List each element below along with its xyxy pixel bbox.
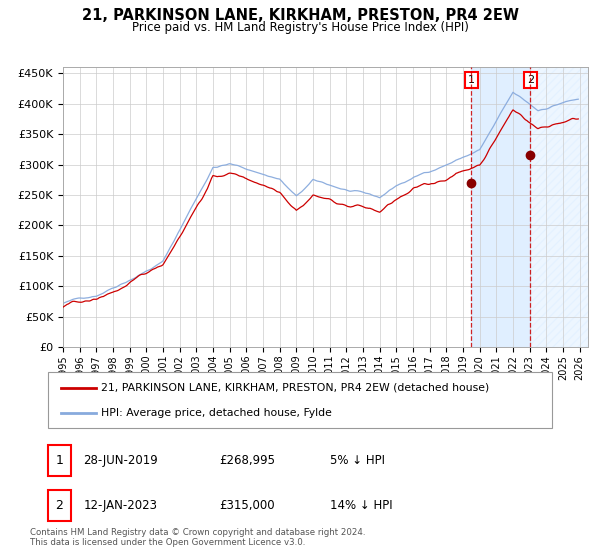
Text: 28-JUN-2019: 28-JUN-2019 [83, 454, 158, 467]
Text: Contains HM Land Registry data © Crown copyright and database right 2024.: Contains HM Land Registry data © Crown c… [30, 528, 365, 536]
Bar [48, 445, 71, 476]
Bar [48, 490, 71, 521]
Text: 21, PARKINSON LANE, KIRKHAM, PRESTON, PR4 2EW (detached house): 21, PARKINSON LANE, KIRKHAM, PRESTON, PR… [101, 382, 489, 393]
Text: 14% ↓ HPI: 14% ↓ HPI [330, 499, 393, 512]
Bar [472, 67, 530, 347]
Text: 5% ↓ HPI: 5% ↓ HPI [330, 454, 385, 467]
Text: £268,995: £268,995 [220, 454, 275, 467]
Text: HPI: Average price, detached house, Fylde: HPI: Average price, detached house, Fyld… [101, 408, 332, 418]
Text: This data is licensed under the Open Government Licence v3.0.: This data is licensed under the Open Gov… [30, 538, 305, 547]
Text: 1: 1 [55, 454, 63, 467]
Bar [530, 67, 596, 347]
Text: 12-JAN-2023: 12-JAN-2023 [83, 499, 157, 512]
Text: 1: 1 [468, 75, 475, 85]
Text: 21, PARKINSON LANE, KIRKHAM, PRESTON, PR4 2EW: 21, PARKINSON LANE, KIRKHAM, PRESTON, PR… [82, 8, 518, 24]
Text: 2: 2 [527, 75, 534, 85]
Text: £315,000: £315,000 [220, 499, 275, 512]
Text: 2: 2 [55, 499, 63, 512]
Text: Price paid vs. HM Land Registry's House Price Index (HPI): Price paid vs. HM Land Registry's House … [131, 21, 469, 34]
